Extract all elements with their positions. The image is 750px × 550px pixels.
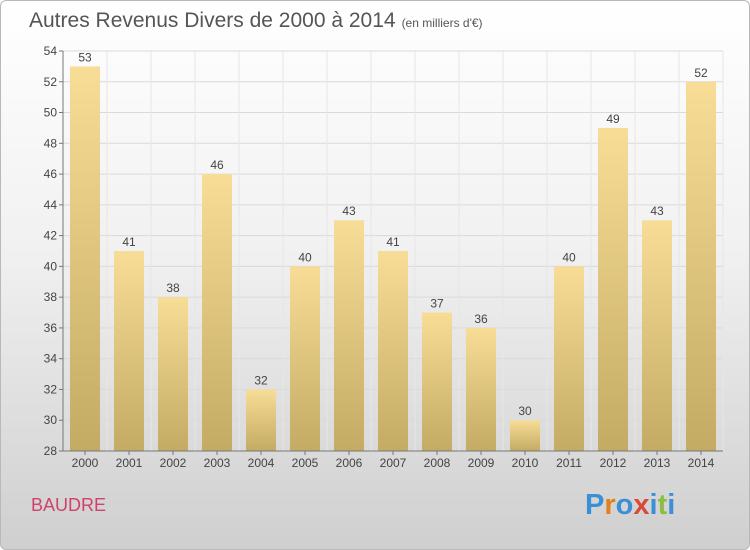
y-tick-label: 32 bbox=[44, 382, 58, 396]
y-tick-label: 34 bbox=[44, 352, 58, 366]
bar bbox=[290, 266, 320, 451]
x-tick-label: 2002 bbox=[160, 456, 187, 470]
x-tick-label: 2005 bbox=[292, 456, 319, 470]
x-tick-label: 2013 bbox=[644, 456, 671, 470]
x-tick-label: 2010 bbox=[512, 456, 539, 470]
bar bbox=[554, 266, 584, 451]
x-tick-label: 2009 bbox=[468, 456, 495, 470]
y-tick-label: 48 bbox=[44, 136, 58, 150]
x-tick-label: 2001 bbox=[116, 456, 143, 470]
logo-letter: o bbox=[615, 489, 634, 521]
logo-letter: r bbox=[604, 489, 616, 521]
bar bbox=[378, 251, 408, 451]
logo-letter: t bbox=[657, 489, 668, 521]
x-tick-label: 2006 bbox=[336, 456, 363, 470]
bar bbox=[246, 389, 276, 451]
logo-letter: i bbox=[649, 489, 658, 521]
data-label: 41 bbox=[386, 235, 400, 249]
bar bbox=[422, 312, 452, 451]
bar bbox=[202, 174, 232, 452]
data-label: 41 bbox=[122, 235, 136, 249]
data-label: 53 bbox=[78, 50, 92, 64]
bar bbox=[334, 220, 364, 451]
bar bbox=[686, 81, 716, 452]
chart-title-text: Autres Revenus Divers de 2000 à 2014 bbox=[29, 9, 396, 32]
data-label: 32 bbox=[254, 373, 268, 387]
y-tick-label: 38 bbox=[44, 290, 58, 304]
x-tick-label: 2011 bbox=[556, 456, 582, 470]
place-name: BAUDRE bbox=[31, 495, 107, 515]
bar bbox=[70, 66, 100, 451]
chart-subtitle: (en milliers d'€) bbox=[401, 16, 483, 30]
y-tick-label: 46 bbox=[44, 167, 58, 181]
chart-title: Autres Revenus Divers de 2000 à 2014 (en … bbox=[29, 9, 483, 33]
data-label: 30 bbox=[518, 404, 532, 418]
x-tick-label: 2000 bbox=[72, 456, 99, 470]
bar bbox=[114, 251, 144, 451]
y-tick-label: 42 bbox=[44, 229, 58, 243]
data-label: 38 bbox=[166, 281, 180, 295]
data-label: 37 bbox=[430, 297, 444, 311]
x-tick-label: 2012 bbox=[600, 456, 627, 470]
bar bbox=[158, 297, 188, 451]
data-label: 43 bbox=[342, 204, 356, 218]
data-label: 40 bbox=[562, 250, 576, 264]
y-tick-label: 36 bbox=[44, 321, 58, 335]
logo-letter: i bbox=[667, 489, 676, 521]
bar bbox=[510, 420, 540, 451]
x-tick-label: 2003 bbox=[204, 456, 231, 470]
logo-letter: x bbox=[633, 489, 650, 521]
data-label: 40 bbox=[298, 250, 312, 264]
data-label: 46 bbox=[210, 158, 224, 172]
x-tick-label: 2007 bbox=[380, 456, 407, 470]
y-tick-label: 52 bbox=[44, 75, 58, 89]
y-tick-label: 40 bbox=[44, 259, 58, 273]
y-tick-label: 28 bbox=[44, 444, 58, 458]
x-tick-label: 2008 bbox=[424, 456, 451, 470]
x-tick-label: 2004 bbox=[248, 456, 275, 470]
y-tick-label: 30 bbox=[44, 413, 58, 427]
data-label: 49 bbox=[606, 112, 620, 126]
bar bbox=[642, 220, 672, 451]
logo-letter: P bbox=[585, 489, 605, 521]
data-label: 43 bbox=[650, 204, 664, 218]
x-tick-label: 2014 bbox=[688, 456, 715, 470]
data-label: 36 bbox=[474, 312, 488, 326]
proxiti-logo: Proxiti bbox=[585, 489, 675, 522]
y-tick-label: 50 bbox=[44, 106, 58, 120]
bar bbox=[466, 327, 496, 451]
y-tick-label: 44 bbox=[44, 198, 58, 212]
data-label: 52 bbox=[694, 66, 708, 80]
bar bbox=[598, 127, 628, 451]
y-tick-label: 54 bbox=[44, 44, 58, 58]
